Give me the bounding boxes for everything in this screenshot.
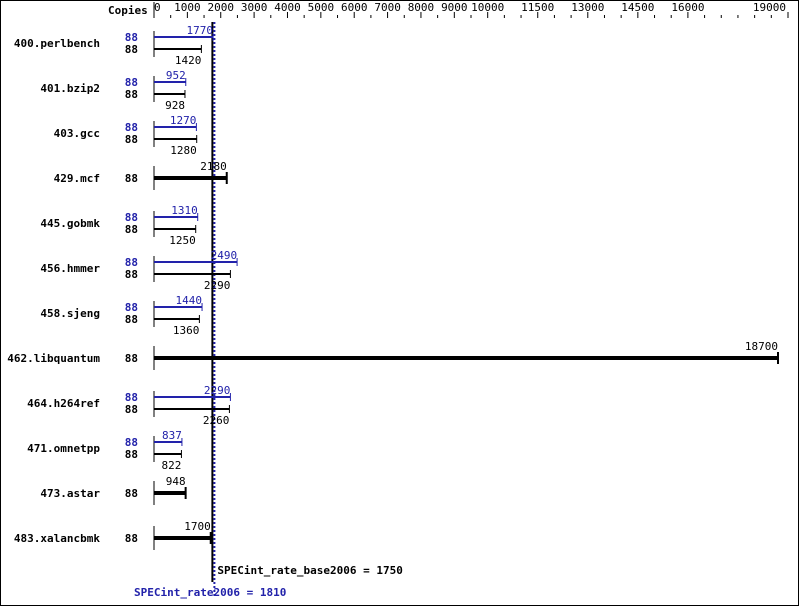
tick-label: 11500: [521, 1, 554, 14]
tick-label: 2000: [207, 1, 234, 14]
tick-label: 9000: [441, 1, 468, 14]
peak-copies: 88: [125, 211, 138, 224]
axis-label: Copies: [108, 4, 148, 17]
base-copies: 88: [125, 88, 138, 101]
peak-copies: 88: [125, 76, 138, 89]
benchmark-name: 403.gcc: [54, 127, 100, 140]
peak-value-label: 952: [166, 69, 186, 82]
base-value-label: 928: [165, 99, 185, 112]
benchmark-name: 483.xalancbmk: [14, 532, 100, 545]
base-copies: 88: [125, 172, 138, 185]
base-value-label: 1360: [173, 324, 200, 337]
tick-label: 13000: [571, 1, 604, 14]
base-copies: 88: [125, 532, 138, 545]
benchmark-name: 464.h264ref: [27, 397, 100, 410]
tick-label: 19000: [753, 1, 786, 14]
benchmark-name: 473.astar: [40, 487, 100, 500]
base-copies: 88: [125, 223, 138, 236]
peak-value-label: 2290: [204, 384, 231, 397]
base-value-label: 948: [166, 475, 186, 488]
tick-label: 4000: [274, 1, 301, 14]
benchmark-name: 456.hmmer: [40, 262, 100, 275]
peak-copies: 88: [125, 31, 138, 44]
peak-copies: 88: [125, 121, 138, 134]
peak-copies: 88: [125, 301, 138, 314]
tick-label: 1000: [174, 1, 201, 14]
base-value-label: 1250: [169, 234, 196, 247]
tick-label: 10000: [471, 1, 504, 14]
benchmark-name: 462.libquantum: [7, 352, 100, 365]
base-value-label: 18700: [745, 340, 778, 353]
base-value-label: 1280: [170, 144, 197, 157]
peak-value-label: 1770: [187, 24, 214, 37]
base-copies: 88: [125, 403, 138, 416]
base-copies: 88: [125, 313, 138, 326]
base-value-label: 822: [162, 459, 182, 472]
base-value-label: 2180: [200, 160, 227, 173]
peak-copies: 88: [125, 256, 138, 269]
tick-label: 7000: [374, 1, 401, 14]
tick-label: 14500: [621, 1, 654, 14]
base-copies: 88: [125, 487, 138, 500]
base-value-label: 1420: [175, 54, 202, 67]
benchmark-name: 400.perlbench: [14, 37, 100, 50]
base-copies: 88: [125, 268, 138, 281]
benchmark-name: 401.bzip2: [40, 82, 100, 95]
tick-label: 16000: [671, 1, 704, 14]
peak-summary-label: SPECint_rate2006 = 1810: [134, 586, 286, 599]
peak-copies: 88: [125, 391, 138, 404]
tick-label: 6000: [341, 1, 368, 14]
peak-value-label: 1310: [171, 204, 198, 217]
base-copies: 88: [125, 133, 138, 146]
benchmark-name: 445.gobmk: [40, 217, 100, 230]
base-copies: 88: [125, 448, 138, 461]
peak-value-label: 1270: [170, 114, 197, 127]
base-summary-label: SPECint_rate_base2006 = 1750: [217, 564, 402, 577]
base-value-label: 2260: [203, 414, 230, 427]
tick-label: 3000: [241, 1, 268, 14]
benchmark-name: 458.sjeng: [40, 307, 100, 320]
peak-value-label: 1440: [176, 294, 203, 307]
benchmark-name: 471.omnetpp: [27, 442, 100, 455]
benchmark-name: 429.mcf: [54, 172, 100, 185]
base-copies: 88: [125, 43, 138, 56]
base-copies: 88: [125, 352, 138, 365]
base-value-label: 1700: [184, 520, 211, 533]
peak-value-label: 837: [162, 429, 182, 442]
tick-label: 5000: [308, 1, 335, 14]
base-value-label: 2290: [204, 279, 231, 292]
peak-value-label: 2490: [211, 249, 238, 262]
tick-label: 0: [154, 1, 161, 14]
tick-label: 8000: [408, 1, 435, 14]
peak-copies: 88: [125, 436, 138, 449]
